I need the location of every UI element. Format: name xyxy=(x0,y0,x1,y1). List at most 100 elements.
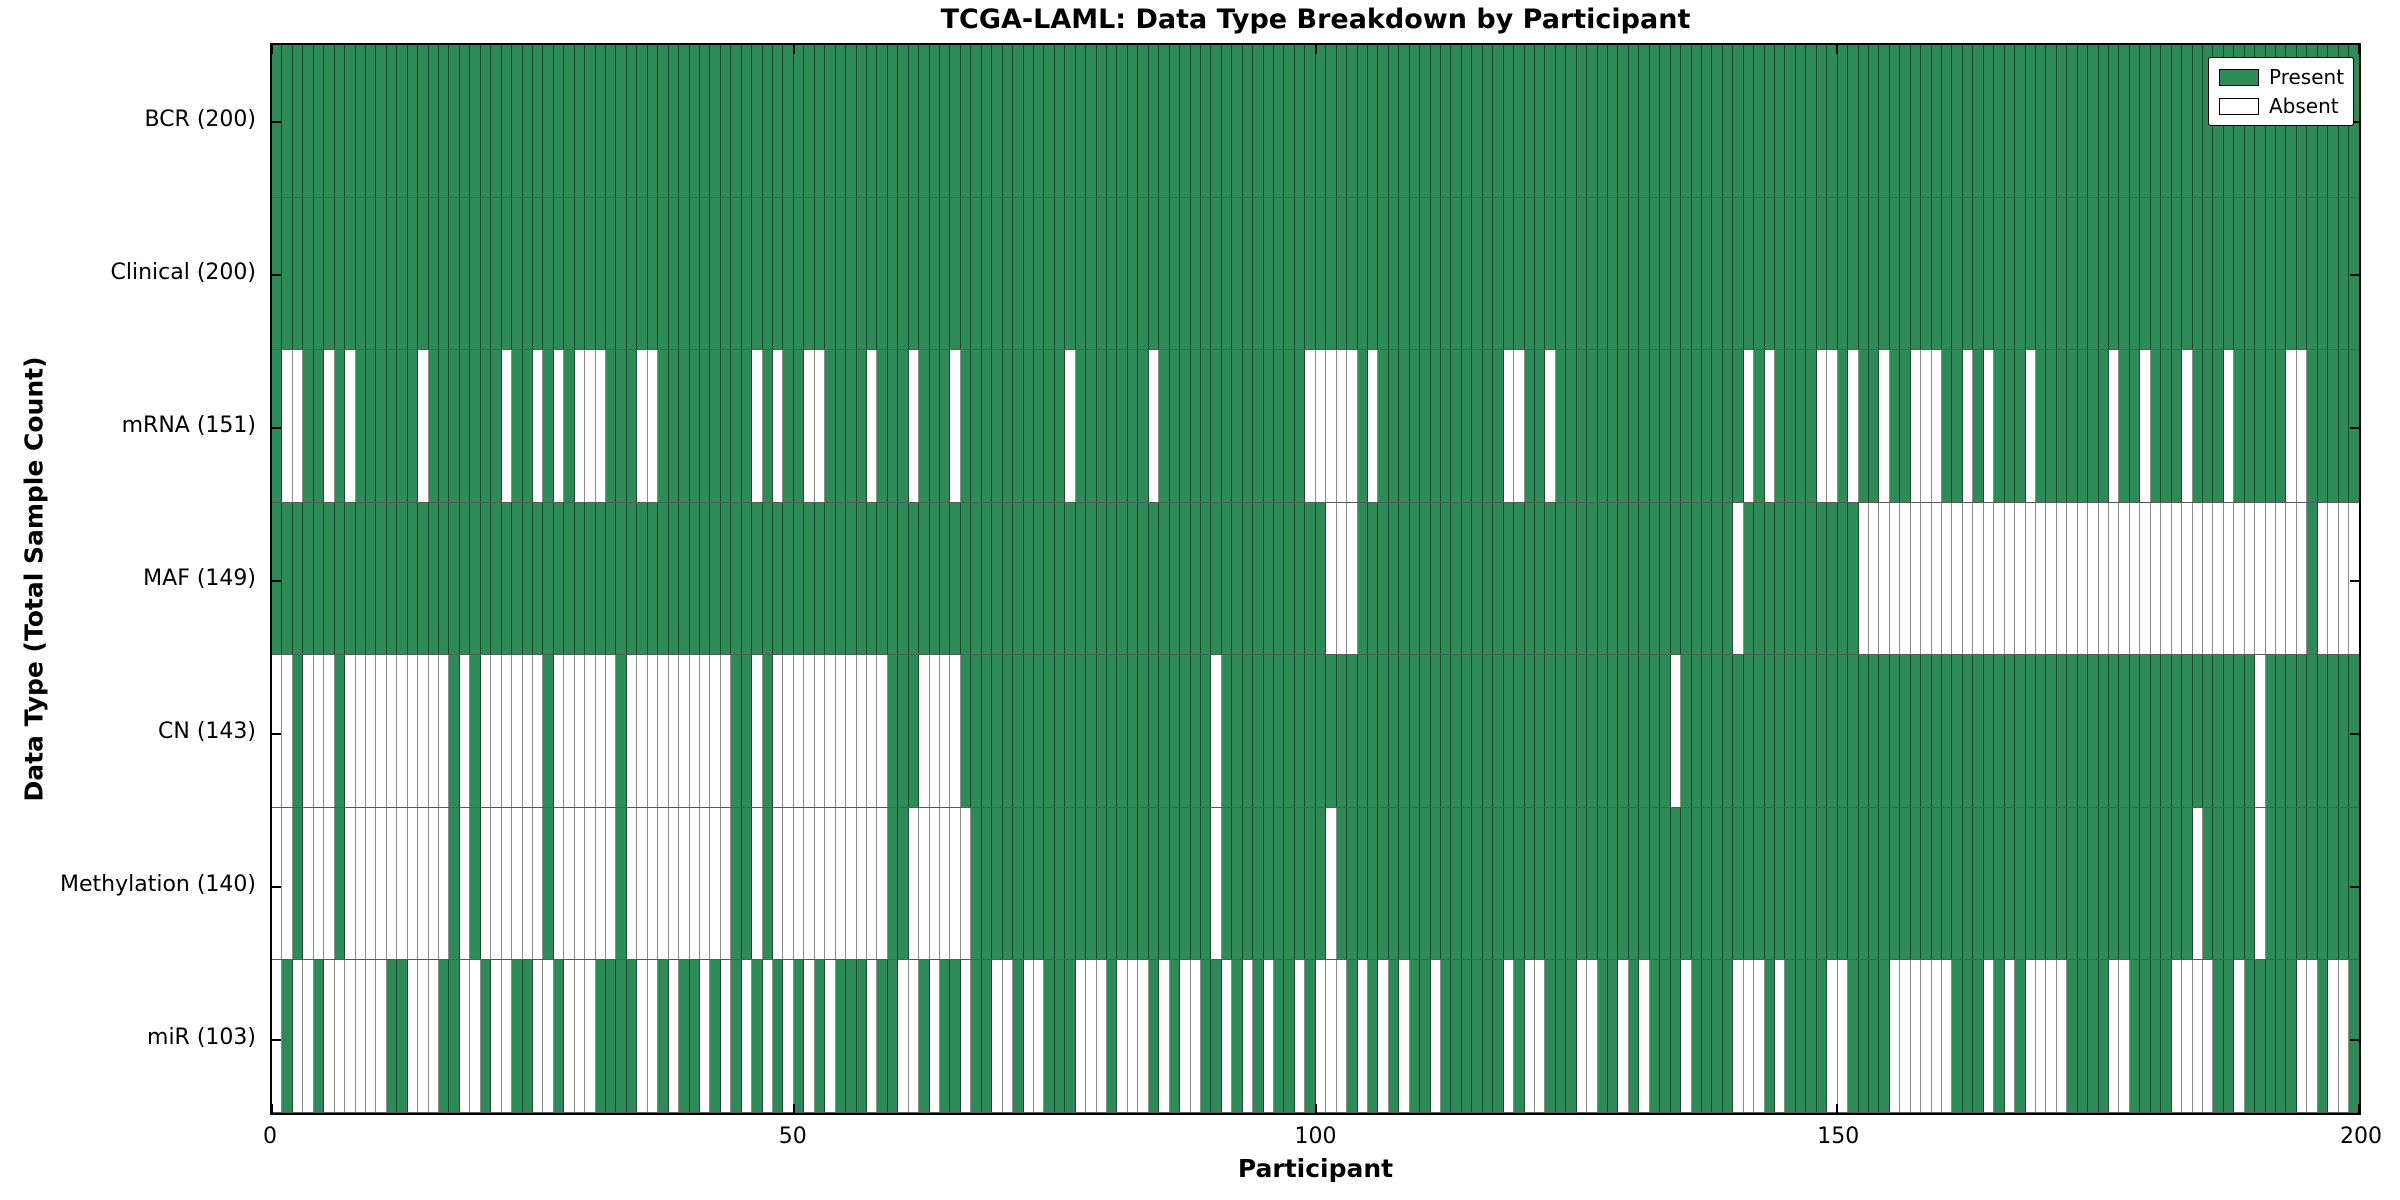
cell-bcr-p84-present xyxy=(1148,45,1160,197)
cell-methylation-p111-present xyxy=(1430,807,1441,960)
cell-cn-p115-present xyxy=(1472,655,1483,807)
cell-clinical-p138-present xyxy=(1712,197,1723,350)
cell-mrna-p142-present xyxy=(1754,350,1765,502)
cell-maf-p86-present xyxy=(1169,502,1181,655)
cell-mir-p148-present xyxy=(1816,960,1828,1113)
cell-mrna-p154-absent xyxy=(1879,350,1890,502)
cell-mir-p181-present xyxy=(2161,960,2172,1113)
cell-methylation-p87-present xyxy=(1180,807,1191,960)
cell-mir-p26-absent xyxy=(543,960,554,1113)
cell-cn-p125-present xyxy=(1576,655,1588,807)
cell-bcr-p131-present xyxy=(1639,45,1650,197)
cell-methylation-p10-absent xyxy=(376,807,387,960)
cell-cn-p4-absent xyxy=(313,655,325,807)
cell-maf-p195-present xyxy=(2307,502,2318,655)
cell-methylation-p186-present xyxy=(2213,807,2224,960)
cell-mrna-p109-present xyxy=(1409,350,1421,502)
cell-mir-p180-present xyxy=(2150,960,2162,1113)
cell-maf-p180-absent xyxy=(2150,502,2162,655)
cell-cn-p136-present xyxy=(1691,655,1702,807)
cell-cn-p122-present xyxy=(1545,655,1556,807)
cell-methylation-p178-present xyxy=(2129,807,2141,960)
cell-mir-p24-present xyxy=(522,960,533,1113)
cell-bcr-p62-present xyxy=(919,45,930,197)
cell-methylation-p188-present xyxy=(2234,807,2245,960)
cell-bcr-p49-present xyxy=(783,45,794,197)
cell-maf-p116-present xyxy=(1482,502,1494,655)
cell-mrna-p176-absent xyxy=(2109,350,2120,502)
cell-methylation-p114-present xyxy=(1461,807,1473,960)
cell-methylation-p23-absent xyxy=(512,807,523,960)
cell-maf-p63-present xyxy=(929,502,940,655)
cell-mrna-p157-absent xyxy=(1910,350,1922,502)
cell-maf-p182-absent xyxy=(2171,502,2183,655)
cell-mrna-p61-absent xyxy=(908,350,920,502)
cell-clinical-p35-present xyxy=(637,197,648,350)
cell-bcr-p184-present xyxy=(2192,45,2203,197)
cell-mrna-p19-present xyxy=(470,350,481,502)
cell-clinical-p166-present xyxy=(2004,197,2016,350)
cell-methylation-p139-present xyxy=(1722,807,1734,960)
cell-mir-p187-present xyxy=(2223,960,2235,1113)
cell-cn-p188-present xyxy=(2234,655,2245,807)
cell-bcr-p132-present xyxy=(1649,45,1661,197)
cell-maf-p75-present xyxy=(1054,502,1066,655)
cell-mir-p91-absent xyxy=(1221,960,1233,1113)
cell-clinical-p161-present xyxy=(1952,197,1963,350)
y-tick-left xyxy=(272,120,281,123)
cell-methylation-p92-present xyxy=(1232,807,1243,960)
cell-mir-p144-absent xyxy=(1775,960,1786,1113)
cell-cn-p24-absent xyxy=(522,655,533,807)
cell-bcr-p75-present xyxy=(1054,45,1066,197)
cell-clinical-p188-present xyxy=(2234,197,2245,350)
cell-bcr-p30-present xyxy=(585,45,596,197)
cell-maf-p164-absent xyxy=(1983,502,1995,655)
cell-mrna-p92-present xyxy=(1232,350,1243,502)
cell-mir-p110-present xyxy=(1420,960,1431,1113)
cell-cn-p70-present xyxy=(1002,655,1014,807)
cell-maf-p168-absent xyxy=(2025,502,2036,655)
cell-mir-p11-present xyxy=(386,960,398,1113)
y-tick-label-clinical: Clinical (200) xyxy=(110,259,256,285)
cell-methylation-p192-present xyxy=(2276,807,2287,960)
cell-mir-p155-absent xyxy=(1889,960,1901,1113)
cell-cn-p192-present xyxy=(2276,655,2287,807)
cell-cn-p1-absent xyxy=(282,655,293,807)
cell-bcr-p68-present xyxy=(981,45,993,197)
cell-mir-p31-present xyxy=(595,960,606,1113)
cell-cn-p194-present xyxy=(2296,655,2308,807)
cell-clinical-p108-present xyxy=(1399,197,1410,350)
cell-mrna-p119-absent xyxy=(1514,350,1525,502)
cell-clinical-p41-present xyxy=(699,197,711,350)
cell-cn-p36-absent xyxy=(647,655,659,807)
cell-bcr-p152-present xyxy=(1858,45,1869,197)
cell-clinical-p95-present xyxy=(1263,197,1274,350)
cell-mrna-p17-present xyxy=(449,350,460,502)
cell-clinical-p72-present xyxy=(1023,197,1034,350)
cell-methylation-p109-present xyxy=(1409,807,1421,960)
cell-cn-p79-present xyxy=(1096,655,1107,807)
cell-mir-p19-absent xyxy=(470,960,481,1113)
x-tick-bottom xyxy=(1836,1104,1839,1113)
cell-cn-p123-present xyxy=(1555,655,1567,807)
cell-mrna-p20-present xyxy=(480,350,492,502)
cell-methylation-p151-present xyxy=(1848,807,1859,960)
cell-clinical-p38-present xyxy=(668,197,680,350)
cell-bcr-p161-present xyxy=(1952,45,1963,197)
cell-cn-p165-present xyxy=(1994,655,2005,807)
cell-cn-p93-present xyxy=(1242,655,1254,807)
cell-clinical-p123-present xyxy=(1555,197,1567,350)
cell-mir-p153-present xyxy=(1868,960,1880,1113)
cell-methylation-p108-present xyxy=(1399,807,1410,960)
y-tick-label-cn: CN (143) xyxy=(158,719,256,745)
cell-clinical-p121-present xyxy=(1534,197,1546,350)
cell-mrna-p93-present xyxy=(1242,350,1254,502)
cell-methylation-p172-present xyxy=(2067,807,2078,960)
cell-mrna-p151-absent xyxy=(1848,350,1859,502)
cell-cn-p144-present xyxy=(1775,655,1786,807)
cell-methylation-p184-absent xyxy=(2192,807,2203,960)
cell-mrna-p115-present xyxy=(1472,350,1483,502)
cell-methylation-p154-present xyxy=(1879,807,1890,960)
cell-methylation-p126-present xyxy=(1587,807,1598,960)
cell-methylation-p69-present xyxy=(992,807,1003,960)
